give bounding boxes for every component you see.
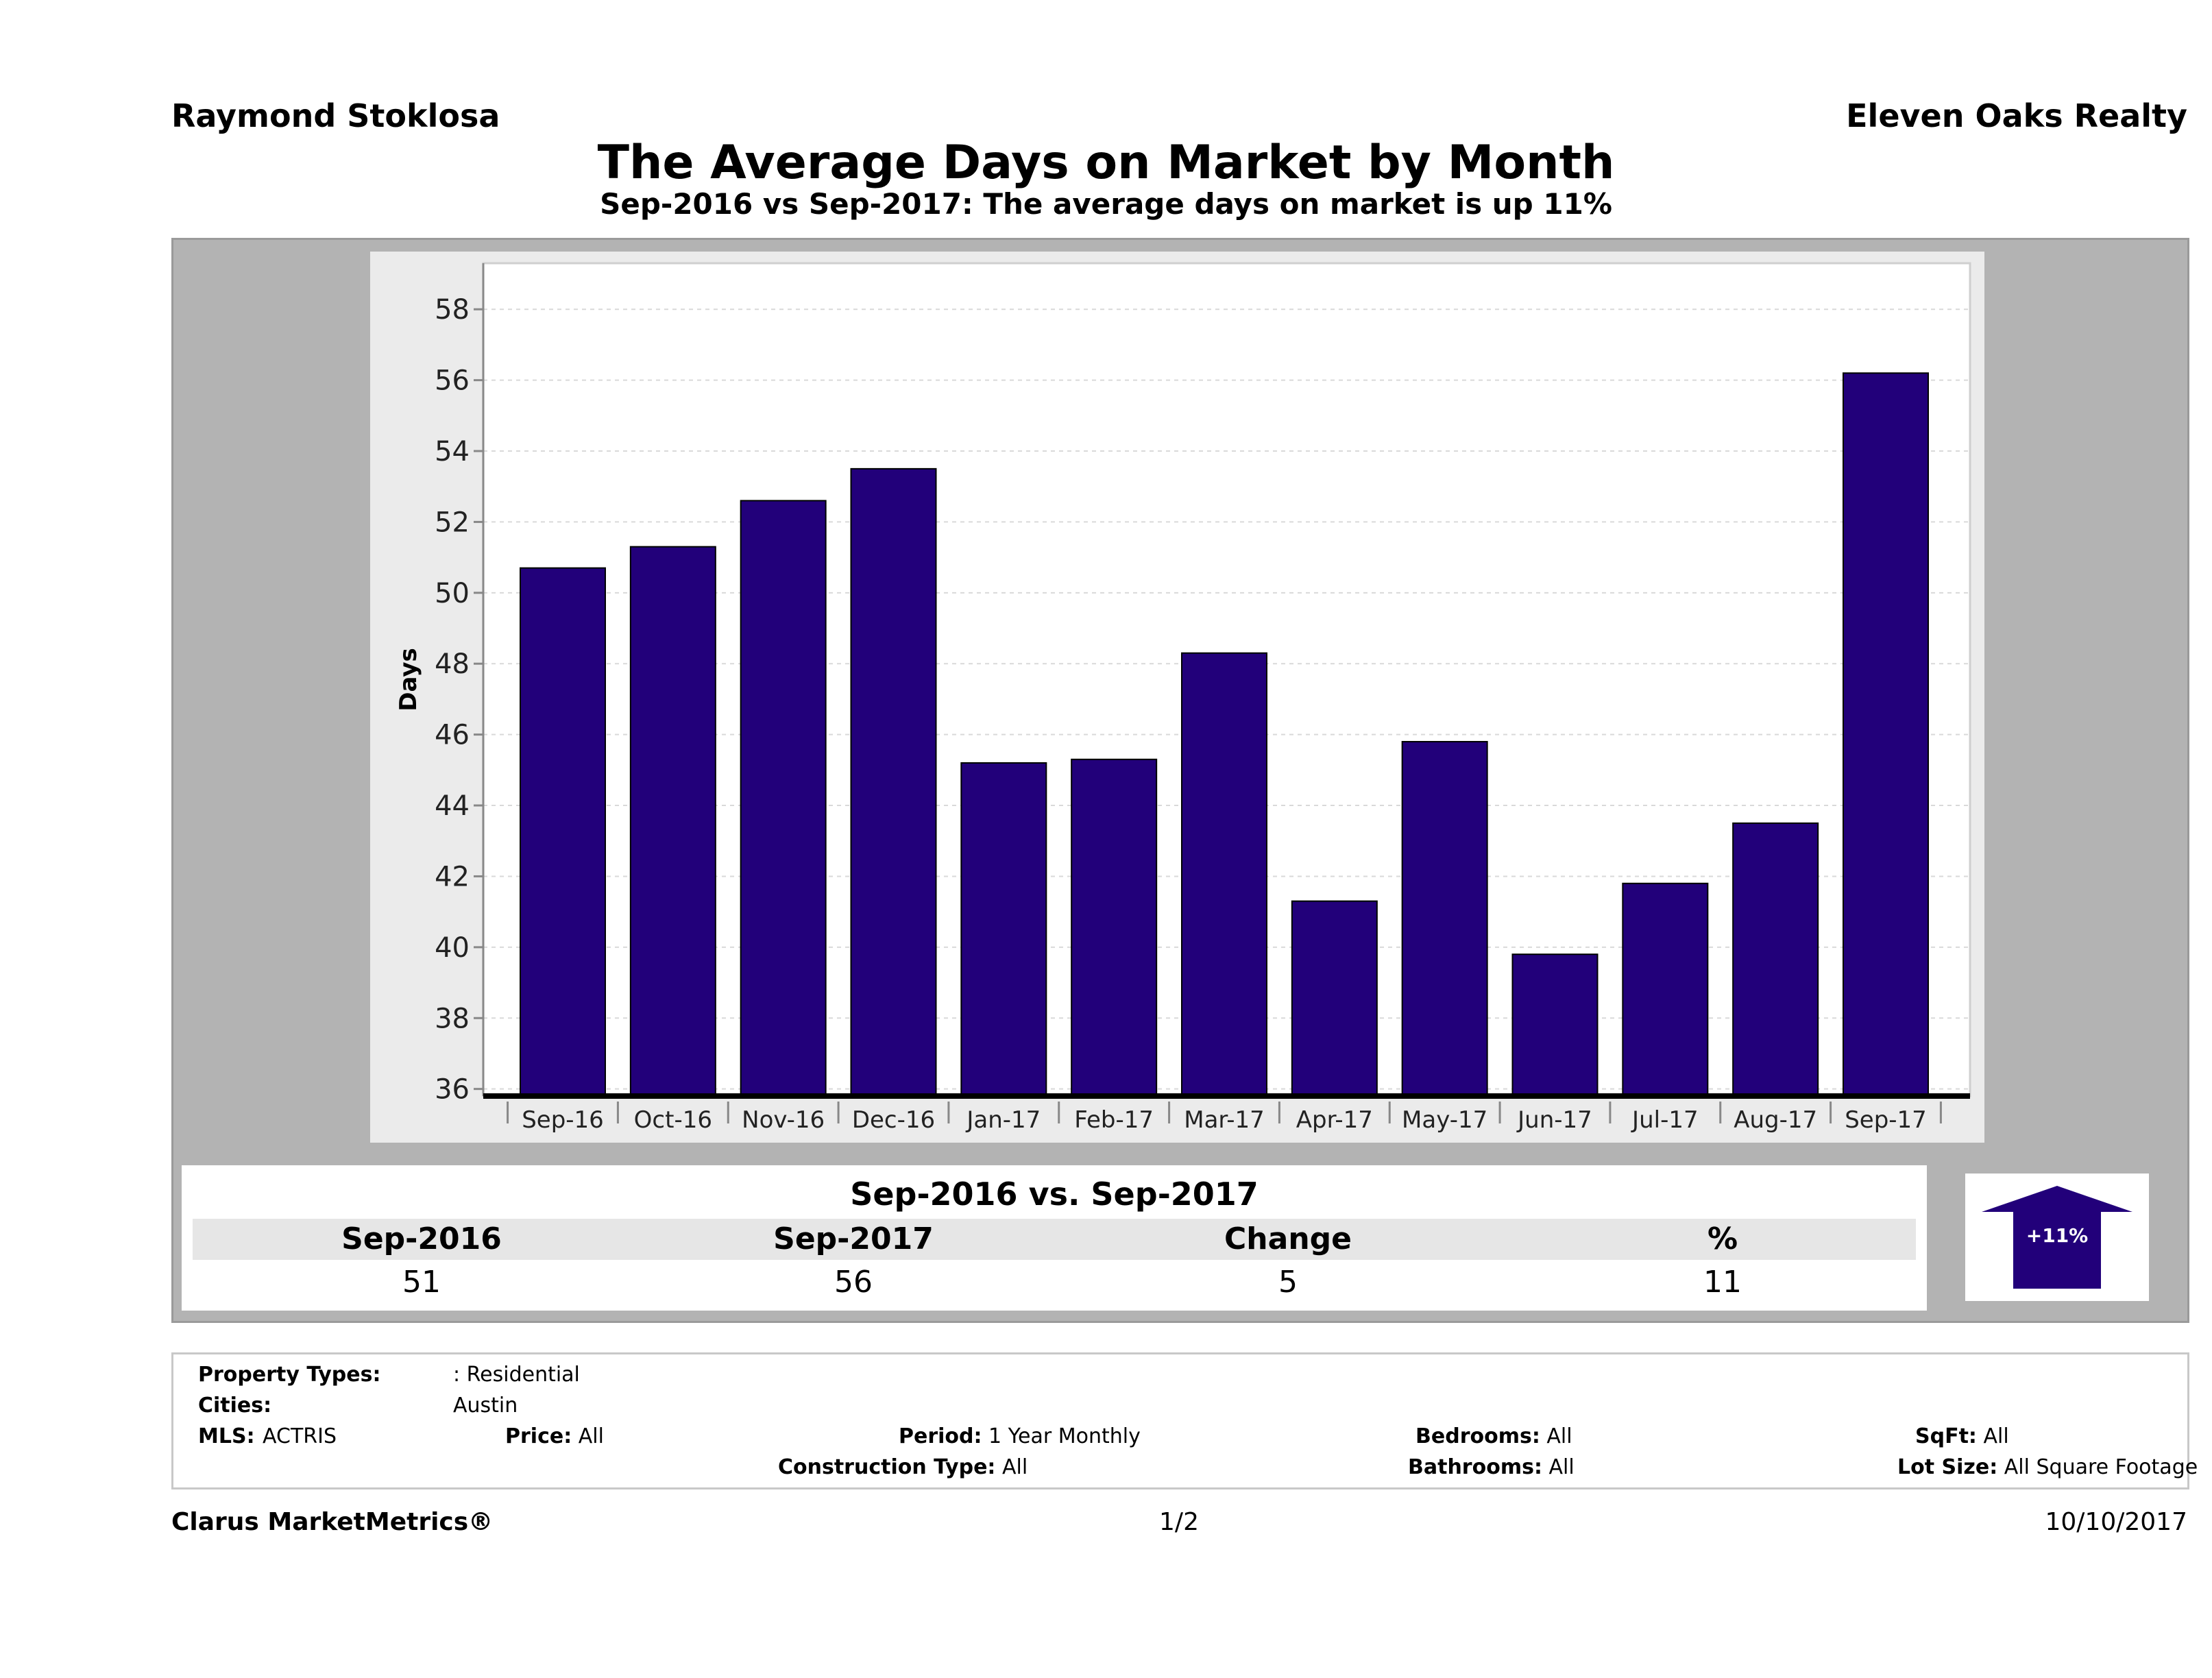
y-tick-label: 58 (435, 294, 470, 326)
criteria-sqft: SqFt: All (1915, 1424, 2009, 1448)
y-tick-label: 48 (435, 648, 470, 680)
report-date: 10/10/2017 (2045, 1508, 2188, 1536)
y-tick-label: 40 (435, 932, 470, 964)
y-tick-label: 38 (435, 1003, 470, 1034)
bar (1511, 953, 1599, 1097)
page-subtitle: Sep-2016 vs Sep-2017: The average days o… (600, 187, 1612, 221)
x-tick-label: Dec-16 (852, 1106, 935, 1134)
criteria-cities: Cities: (198, 1394, 272, 1418)
bar (1401, 740, 1488, 1097)
summary-values-row: 51 56 5 11 (193, 1263, 1916, 1302)
bar (1622, 882, 1709, 1097)
company-name: Eleven Oaks Realty (1846, 97, 2187, 134)
summary-value-sep2017: 56 (834, 1265, 873, 1300)
x-tick-label: Sep-17 (1845, 1106, 1927, 1134)
criteria-cities-value: Austin (453, 1394, 518, 1418)
bar (1843, 372, 1929, 1097)
criteria-bedrooms: Bedrooms: All (1415, 1424, 1572, 1448)
x-tick-label: Jul-17 (1631, 1106, 1699, 1134)
criteria-price: Price: All (505, 1424, 604, 1448)
y-tick-label: 54 (435, 436, 470, 467)
criteria-bathrooms: Bathrooms: All (1408, 1455, 1575, 1479)
up-arrow-icon: +11% (1982, 1186, 2132, 1289)
criteria-lot-size: Lot Size: All Square Footage (1897, 1455, 2198, 1479)
y-axis-label: Days (395, 648, 422, 712)
summary-header-row: Sep-2016 Sep-2017 Change % (193, 1219, 1916, 1260)
agent-name: Raymond Stoklosa (171, 97, 500, 134)
up-arrow-shape (1982, 1186, 2132, 1289)
bar (1181, 652, 1267, 1097)
summary-title: Sep-2016 vs. Sep-2017 (193, 1172, 1916, 1216)
x-tick-label: Mar-17 (1184, 1106, 1265, 1134)
x-tick-label: Jun-17 (1516, 1106, 1592, 1134)
bar (850, 467, 937, 1097)
bar (960, 762, 1047, 1097)
criteria-mls: MLS: (198, 1424, 255, 1448)
y-tick-label: 36 (435, 1074, 470, 1106)
x-tick-label: Oct-16 (634, 1106, 712, 1134)
criteria-property-types: Property Types: (198, 1363, 381, 1387)
y-tick-label: 46 (435, 720, 470, 751)
criteria-property-types-value: : Residential (453, 1363, 580, 1387)
bar (629, 546, 716, 1097)
summary-header-percent: % (1707, 1221, 1738, 1256)
bar (520, 567, 606, 1097)
bar (1071, 758, 1158, 1097)
summary-header-change: Change (1224, 1221, 1352, 1256)
summary-value-percent: 11 (1703, 1265, 1742, 1300)
bar (1732, 822, 1819, 1097)
bar (740, 500, 827, 1097)
criteria-mls-value: ACTRIS (263, 1424, 337, 1448)
change-badge-label: +11% (2026, 1224, 2088, 1247)
x-tick-label: Aug-17 (1734, 1106, 1817, 1134)
criteria-period: Period: 1 Year Monthly (899, 1424, 1141, 1448)
y-tick-label: 50 (435, 578, 470, 609)
bar-chart: 36 38 40 42 44 46 48 50 52 54 56 58 Sep-16 Oct-16 Nov-… (395, 262, 1971, 1134)
summary-panel: Sep-2016 vs. Sep-2017 Sep-2016 Sep-2017 … (182, 1165, 1927, 1311)
summary-header-sep2017: Sep-2017 (773, 1221, 934, 1256)
page-title: The Average Days on Market by Month (597, 136, 1615, 190)
summary-header-sep2016: Sep-2016 (341, 1221, 502, 1256)
y-tick-label: 44 (435, 790, 470, 822)
y-tick-label: 52 (435, 507, 470, 538)
search-criteria: Property Types: : Residential Cities: Au… (171, 1352, 2198, 1489)
x-tick-label: Apr-17 (1296, 1106, 1373, 1134)
bar (1291, 900, 1378, 1097)
summary-value-change: 5 (1278, 1265, 1298, 1300)
page-number: 1/2 (1159, 1508, 1199, 1536)
x-tick-label: May-17 (1402, 1106, 1487, 1134)
summary-value-sep2016: 51 (402, 1265, 441, 1300)
x-tick-label: Nov-16 (742, 1106, 825, 1134)
criteria-construction: Construction Type: All (778, 1455, 1028, 1479)
x-tick-label: Feb-17 (1074, 1106, 1154, 1134)
y-tick-label: 42 (435, 861, 470, 892)
x-tick-label: Sep-16 (522, 1106, 604, 1134)
y-tick-label: 56 (435, 365, 470, 397)
footer-brand: Clarus MarketMetrics® (171, 1508, 494, 1536)
x-tick-label: Jan-17 (965, 1106, 1041, 1134)
